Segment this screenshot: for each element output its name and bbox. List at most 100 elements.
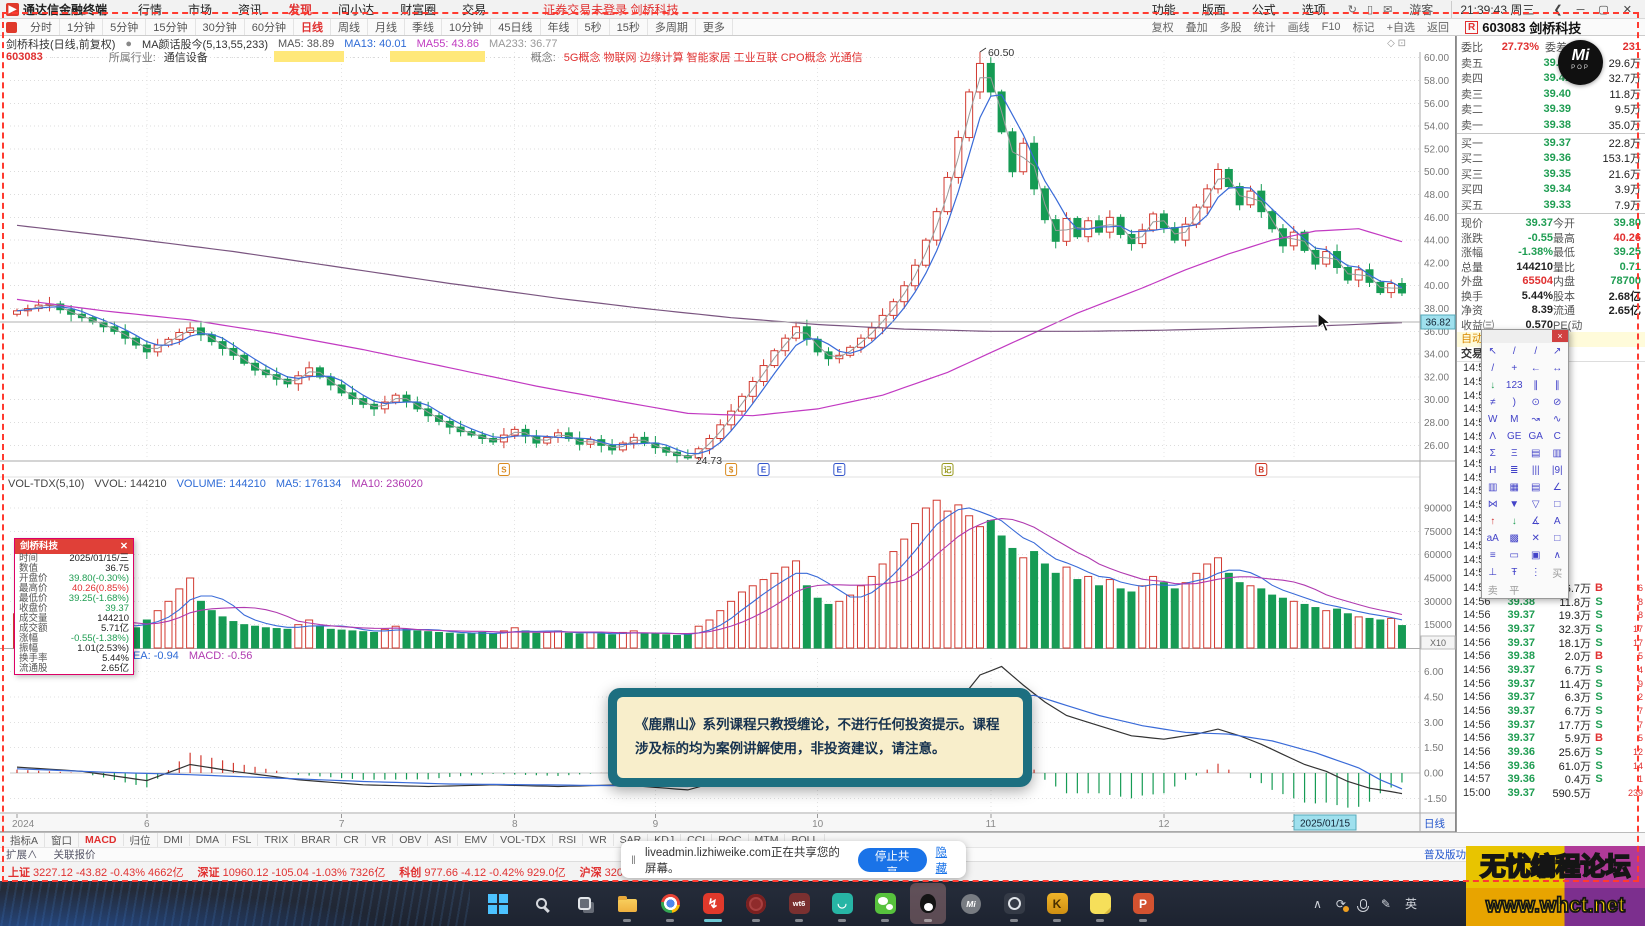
concept-list[interactable]: 5G概念 物联网 边缘计算 智能家居 工业互联 CPO概念 光通信 [563, 51, 863, 64]
refresh-icon[interactable]: ↻ [1347, 4, 1358, 16]
draw-tool-icon[interactable]: ⋈ [1487, 499, 1498, 510]
draw-tool-icon[interactable]: ∠ [1552, 482, 1562, 493]
draw-tool-icon[interactable]: H [1489, 465, 1497, 476]
tab-TRIX[interactable]: TRIX [258, 834, 296, 846]
index-item[interactable]: 上证 3227.12 -43.82 -0.43% 4662亿 [8, 866, 184, 879]
menu-选项[interactable]: 选项 [1301, 2, 1326, 17]
taskbar-camera-icon[interactable] [996, 883, 1032, 924]
indicator-name[interactable]: MA颜话股今(5,13,55,233) [142, 38, 268, 51]
draw-tool-icon[interactable]: 买 [1552, 569, 1563, 580]
period-15分钟[interactable]: 15分钟 [146, 19, 196, 35]
draw-tool-icon[interactable]: ∿ [1553, 414, 1562, 425]
stop-share-button[interactable]: 停止共享 [857, 847, 927, 879]
tool-画线[interactable]: 画线 [1287, 22, 1310, 34]
taskbar-netease-icon[interactable] [738, 883, 774, 924]
draw-tool-icon[interactable]: ← [1530, 363, 1541, 374]
period-日线[interactable]: 日线 [294, 19, 331, 35]
close-icon[interactable]: ✕ [1622, 4, 1632, 16]
draw-tool-icon[interactable]: ↔ [1552, 363, 1563, 374]
taskbar-notes-icon[interactable] [1082, 883, 1118, 924]
taskbar-tdx-icon[interactable]: ↯ [695, 883, 731, 924]
tool-多股[interactable]: 多股 [1219, 22, 1242, 34]
guest-label[interactable]: 游客 [1409, 2, 1434, 17]
tab-CR[interactable]: CR [337, 834, 366, 846]
menu-市场[interactable]: 市场 [188, 2, 213, 17]
taskbar-mi-icon[interactable]: Mi [953, 883, 989, 924]
index-item[interactable]: 科创 977.66 -4.12 -0.42% 929.0亿 [399, 866, 566, 879]
draw-tool-icon[interactable]: 123 [1505, 380, 1523, 391]
mic-icon[interactable] [1357, 898, 1370, 912]
draw-tool-icon[interactable]: ▥ [1488, 482, 1498, 493]
tool-+自选[interactable]: +自选 [1386, 22, 1415, 34]
lang-icon[interactable]: 英 [1404, 897, 1417, 911]
taskbar-start-icon[interactable] [480, 883, 516, 924]
taskbar-ppt-icon[interactable]: P [1125, 883, 1161, 924]
taskbar-wt6-icon[interactable]: wt6 [781, 883, 817, 924]
period-年线[interactable]: 年线 [541, 19, 578, 35]
tab-MACD[interactable]: MACD [79, 834, 124, 846]
draw-tool-icon[interactable]: ↑ [1490, 516, 1496, 527]
draw-tool-icon[interactable]: ⊥ [1488, 567, 1498, 578]
index-item[interactable]: 深证 10960.12 -105.04 -1.03% 7326亿 [197, 866, 386, 879]
draw-tool-icon[interactable]: ∥ [1554, 380, 1560, 391]
draw-tool-icon[interactable]: / [1512, 346, 1516, 357]
menu-财富圈[interactable]: 财富圈 [400, 2, 437, 17]
close-icon[interactable]: ✕ [120, 541, 128, 552]
tab-窗口[interactable]: 窗口 [45, 832, 80, 848]
menu-发现[interactable]: 发现 [288, 2, 313, 17]
tool-统计[interactable]: 统计 [1253, 22, 1276, 34]
stock-chart[interactable]: 60.0058.0056.0054.0052.0050.0048.0046.00… [0, 36, 1456, 832]
tab-RSI[interactable]: RSI [553, 834, 584, 846]
tool-F10[interactable]: F10 [1321, 21, 1341, 33]
draw-tool-icon[interactable]: A [1553, 516, 1561, 527]
draw-tool-icon[interactable]: ▥ [1552, 448, 1562, 459]
draw-tool-icon[interactable]: ▩ [1509, 533, 1519, 544]
tool-标记[interactable]: 标记 [1352, 22, 1375, 34]
pen-icon[interactable]: ✎ [1380, 896, 1391, 911]
draw-tool-icon[interactable]: ▤ [1531, 448, 1541, 459]
draw-tool-icon[interactable]: ▤ [1531, 482, 1541, 493]
taskbar-qq-icon[interactable] [910, 883, 946, 924]
draw-tool-icon[interactable]: ⋮ [1530, 567, 1541, 578]
draw-tool-icon[interactable]: M [1510, 414, 1519, 425]
draw-tool-icon[interactable]: ▼ [1509, 499, 1520, 510]
period-60分钟[interactable]: 60分钟 [245, 19, 294, 35]
tab-DMI[interactable]: DMI [158, 834, 190, 846]
draw-tool-icon[interactable]: ▦ [1509, 482, 1519, 493]
menu-功能[interactable]: 功能 [1151, 2, 1176, 17]
candles-layer[interactable] [13, 52, 1406, 463]
tab-指标A[interactable]: 指标A [4, 832, 46, 848]
period-更多[interactable]: 更多 [696, 19, 733, 35]
menu-行情[interactable]: 行情 [138, 2, 163, 17]
tab-VR[interactable]: VR [366, 834, 394, 846]
draw-tool-icon[interactable]: ≡ [1489, 550, 1496, 561]
tool-复权[interactable]: 复权 [1151, 22, 1174, 34]
taskbar-explorer-icon[interactable] [609, 883, 645, 924]
draw-tool-icon[interactable]: ≣ [1510, 465, 1519, 476]
draw-tool-icon[interactable]: ∧ [1553, 550, 1561, 561]
draw-tool-icon[interactable]: aA [1486, 533, 1499, 544]
period-1分钟[interactable]: 1分钟 [60, 19, 104, 35]
taskbar-wechat-icon[interactable] [867, 883, 903, 924]
draw-tool-icon[interactable]: 卖 [1487, 586, 1498, 597]
industry-value[interactable]: 通信设备 [163, 51, 208, 64]
period-10分钟[interactable]: 10分钟 [442, 19, 492, 35]
draw-tool-icon[interactable]: ↓ [1490, 380, 1496, 391]
menu-资讯[interactable]: 资讯 [238, 2, 263, 17]
draw-tool-icon[interactable]: ⊘ [1553, 397, 1562, 408]
period-30分钟[interactable]: 30分钟 [196, 19, 245, 35]
close-icon[interactable]: × [1552, 330, 1568, 342]
draw-tool-icon[interactable]: / [1491, 363, 1495, 374]
draw-tool-icon[interactable]: C [1553, 431, 1561, 442]
draw-tool-icon[interactable]: ⊙ [1531, 397, 1540, 408]
draw-tool-icon[interactable]: □ [1554, 533, 1561, 544]
menu-交易[interactable]: 交易 [462, 2, 487, 17]
taskbar-taskview-icon[interactable] [566, 883, 602, 924]
menu-版面[interactable]: 版面 [1201, 2, 1226, 17]
tab-归位[interactable]: 归位 [124, 832, 158, 848]
draw-tool-icon[interactable]: ✕ [1531, 533, 1540, 544]
draw-tool-icon[interactable]: / [1534, 346, 1538, 357]
draw-tool-icon[interactable]: ∥ [1533, 380, 1539, 391]
linked-quote[interactable]: 关联报价 [53, 849, 96, 861]
mail-icon[interactable]: ✉ [1383, 4, 1393, 16]
